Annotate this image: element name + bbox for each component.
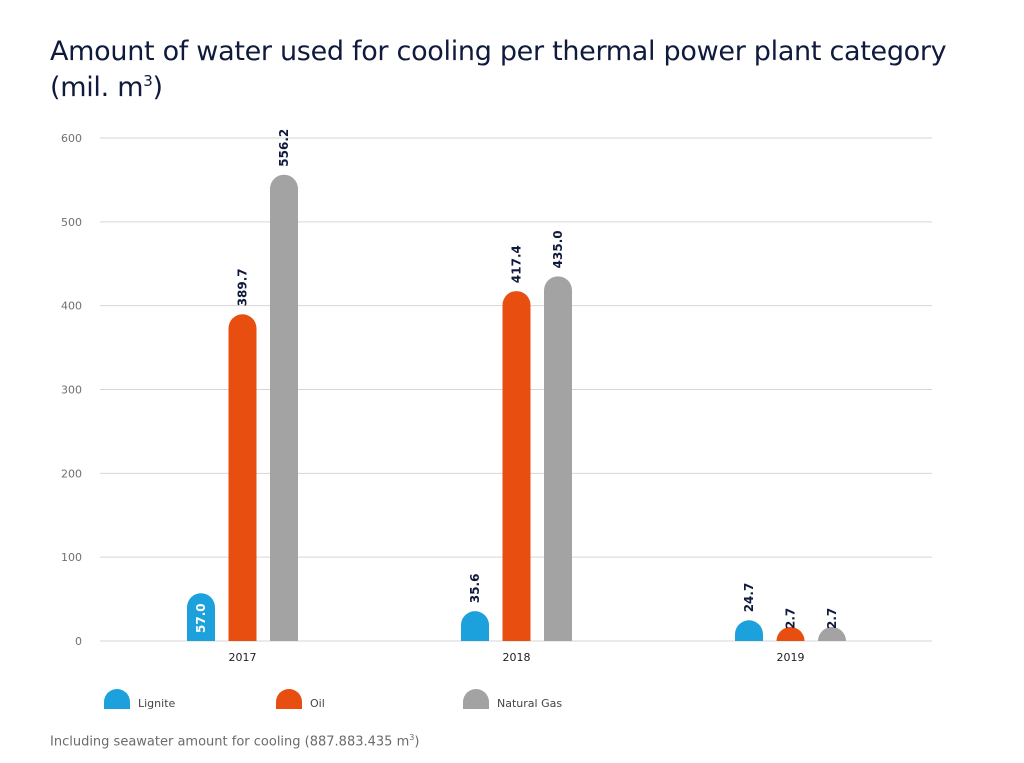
y-tick-label: 400 <box>61 300 82 313</box>
data-label: 57.0 <box>194 603 208 633</box>
footnote-close: ) <box>414 734 420 750</box>
data-label: 2.7 <box>825 608 839 629</box>
title-text: Amount of water used for cooling per the… <box>50 36 947 103</box>
y-tick-label: 100 <box>61 551 82 564</box>
legend-swatch-lignite <box>104 689 130 709</box>
title-close: ) <box>152 72 163 103</box>
y-tick-label: 500 <box>61 216 82 229</box>
data-label: 24.7 <box>742 583 756 613</box>
y-tick-label: 0 <box>75 635 82 648</box>
x-tick-label: 2018 <box>503 651 531 664</box>
chart-title: Amount of water used for cooling per the… <box>50 34 950 106</box>
legend-swatch-oil <box>276 689 302 709</box>
data-label: 389.7 <box>236 268 250 306</box>
bar-oil <box>776 627 805 641</box>
title-superscript: 3 <box>143 72 153 90</box>
bar-lignite <box>461 611 489 641</box>
legend-label: Lignite <box>138 697 176 710</box>
data-label: 417.4 <box>510 245 524 283</box>
bar-natural-gas <box>544 276 572 641</box>
data-label: 556.2 <box>277 129 291 167</box>
bar-natural-gas <box>270 174 298 642</box>
bar-lignite <box>187 593 215 641</box>
y-tick-label: 200 <box>61 467 82 480</box>
x-tick-label: 2019 <box>777 651 805 664</box>
data-label: 435.0 <box>551 230 565 268</box>
x-tick-label: 2017 <box>229 651 257 664</box>
data-label: 35.6 <box>468 574 482 604</box>
bar-lignite <box>735 620 763 641</box>
footnote-superscript: 3 <box>409 733 415 742</box>
footnote-text: Including seawater amount for cooling (8… <box>50 734 410 750</box>
legend-label: Natural Gas <box>497 697 562 710</box>
legend-label: Oil <box>310 697 325 710</box>
bar-oil <box>228 314 257 641</box>
bar-oil <box>502 291 531 641</box>
legend-swatch-natural-gas <box>463 689 489 709</box>
y-tick-label: 600 <box>61 132 82 145</box>
y-tick-label: 300 <box>61 384 82 397</box>
bar-natural-gas <box>818 627 846 641</box>
data-label: 2.7 <box>784 608 798 629</box>
footnote: Including seawater amount for cooling (8… <box>50 733 419 749</box>
